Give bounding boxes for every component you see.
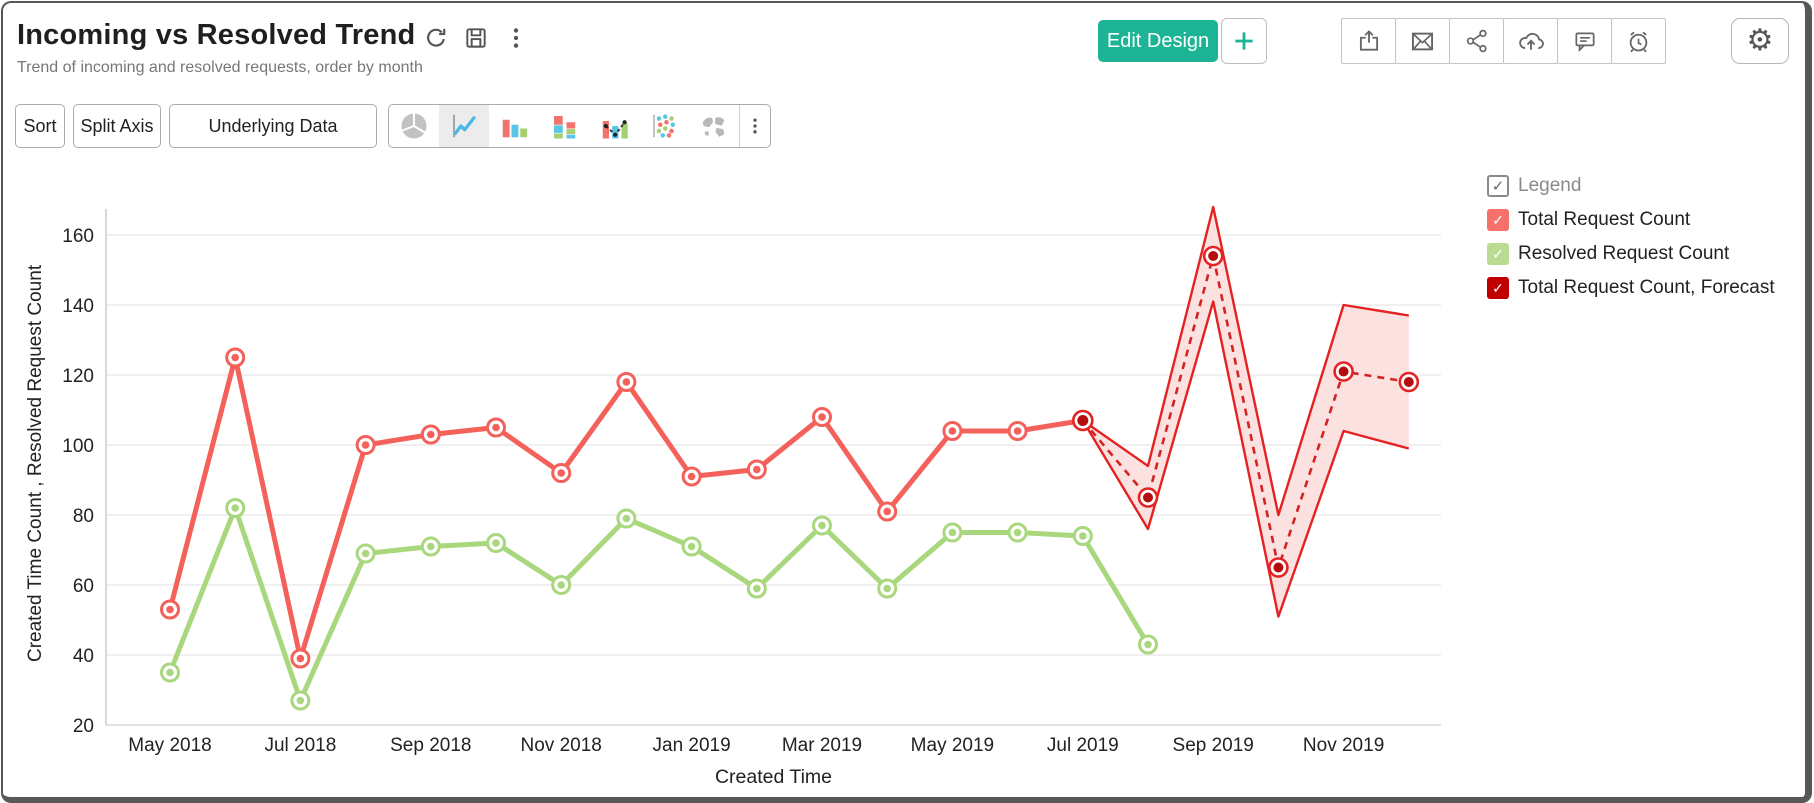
chart-type-scatter-button[interactable] (639, 105, 689, 147)
svg-text:Jan 2019: Jan 2019 (653, 735, 731, 756)
edit-design-button[interactable]: Edit Design (1098, 20, 1218, 62)
svg-text:Nov 2018: Nov 2018 (521, 735, 602, 756)
save-icon[interactable] (463, 25, 489, 51)
share-button[interactable] (1449, 18, 1504, 64)
svg-text:40: 40 (73, 646, 94, 667)
alert-button[interactable] (1611, 18, 1666, 64)
chart-type-line-button[interactable] (439, 105, 489, 147)
line-chart-icon (453, 114, 476, 138)
svg-text:80: 80 (73, 506, 94, 527)
more-vertical-icon (753, 118, 757, 134)
legend-swatch-checkbox[interactable]: ✓ (1487, 277, 1509, 299)
combo-chart-icon (602, 120, 628, 139)
email-icon (1411, 32, 1434, 50)
chart-type-more-button[interactable] (739, 105, 770, 147)
svg-text:160: 160 (62, 226, 94, 247)
split-axis-button[interactable]: Split Axis (73, 104, 161, 148)
bar-chart-icon (502, 119, 528, 138)
svg-text:Mar 2019: Mar 2019 (782, 735, 862, 756)
more-vertical-icon[interactable] (503, 25, 529, 51)
chart-type-stacked-bar-button[interactable] (539, 105, 589, 147)
comment-icon (1574, 32, 1595, 52)
page-subtitle: Trend of incoming and resolved requests,… (17, 59, 423, 76)
svg-text:May 2019: May 2019 (911, 735, 994, 756)
chart-toolbar: Sort Split Axis Underlying Data (3, 104, 1805, 148)
svg-text:Sep 2019: Sep 2019 (1173, 735, 1254, 756)
comment-button[interactable] (1557, 18, 1612, 64)
legend-swatch-checkbox[interactable]: ✓ (1487, 243, 1509, 265)
legend-items: ✓ Total Request Count ✓ Resolved Request Co… (1487, 205, 1805, 303)
share-icon (1466, 29, 1487, 53)
email-button[interactable] (1395, 18, 1450, 64)
legend: ✓ Legend ✓ Total Request Count ✓ Resolved R… (1487, 171, 1805, 307)
legend-title: Legend (1518, 175, 1582, 196)
chart-type-combo-button[interactable] (589, 105, 639, 147)
svg-text:Jul 2018: Jul 2018 (264, 735, 336, 756)
pie-chart-icon (401, 113, 427, 139)
legend-item[interactable]: ✓ Resolved Request Count (1487, 239, 1805, 269)
svg-text:60: 60 (73, 576, 94, 597)
add-button[interactable] (1221, 18, 1267, 64)
page-title: Incoming vs Resolved Trend (17, 19, 416, 51)
svg-text:120: 120 (62, 366, 94, 387)
chart-type-bar-button[interactable] (489, 105, 539, 147)
chart-canvas: 20 40 60 80 100 120 140 160 May 2018 Jul 2018 Sep … (62, 205, 1441, 788)
svg-text:Nov 2019: Nov 2019 (1303, 735, 1384, 756)
svg-text:Created Time: Created Time (715, 766, 832, 788)
refresh-icon[interactable] (423, 25, 449, 51)
legend-item-label: Resolved Request Count (1518, 243, 1730, 264)
svg-text:Sep 2018: Sep 2018 (390, 735, 471, 756)
svg-text:140: 140 (62, 296, 94, 317)
sort-button[interactable]: Sort (15, 104, 65, 148)
svg-text:Jul 2019: Jul 2019 (1047, 735, 1119, 756)
legend-item-label: Total Request Count, Forecast (1518, 277, 1775, 298)
svg-text:20: 20 (73, 716, 94, 737)
svg-text:May 2018: May 2018 (128, 735, 211, 756)
plus-icon (1235, 32, 1253, 50)
legend-checkbox[interactable]: ✓ (1487, 175, 1509, 197)
cloud-upload-button[interactable] (1503, 18, 1558, 64)
chart-type-switcher (388, 104, 771, 148)
svg-text:100: 100 (62, 436, 94, 457)
alarm-icon (1629, 31, 1648, 52)
stacked-bar-chart-icon (554, 116, 576, 139)
export-button[interactable] (1341, 18, 1396, 64)
gear-icon: ⚙ (1746, 23, 1774, 58)
legend-swatch-checkbox[interactable]: ✓ (1487, 209, 1509, 231)
map-chart-icon (702, 117, 725, 137)
legend-item[interactable]: ✓ Total Request Count, Forecast (1487, 273, 1805, 303)
share-toolbar (1341, 18, 1666, 64)
underlying-data-button[interactable]: Underlying Data (169, 104, 377, 148)
chart-area: 20 40 60 80 100 120 140 160 May 2018 Jul 2018 Sep … (11, 151, 1471, 797)
chart-type-map-button[interactable] (689, 105, 739, 147)
scatter-chart-icon (653, 114, 675, 138)
legend-item[interactable]: ✓ Total Request Count (1487, 205, 1805, 235)
settings-button[interactable]: ⚙ (1731, 18, 1789, 64)
legend-item-label: Total Request Count (1518, 209, 1691, 230)
cloud-upload-icon (1518, 32, 1544, 50)
export-icon (1359, 30, 1378, 51)
chart-type-pie-button[interactable] (389, 105, 439, 147)
